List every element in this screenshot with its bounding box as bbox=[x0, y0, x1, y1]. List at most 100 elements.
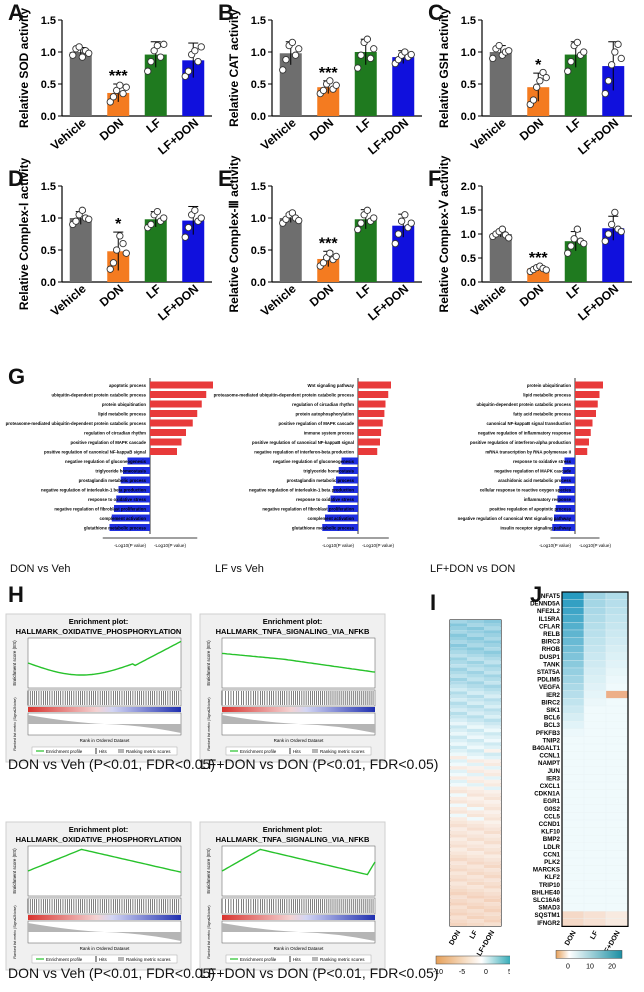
heatmap-cell bbox=[467, 677, 484, 682]
heatmap-cell bbox=[605, 804, 629, 813]
heatmap-cell bbox=[467, 620, 484, 624]
heatmap-cell bbox=[467, 654, 484, 658]
heatmap-cell bbox=[484, 677, 501, 682]
heatmap-cell bbox=[561, 637, 585, 646]
heatmap-cell bbox=[484, 684, 501, 688]
heatmap-cell bbox=[561, 819, 585, 828]
heatmap-cell bbox=[450, 756, 467, 760]
heatmap-cell bbox=[450, 820, 467, 824]
data-point bbox=[601, 89, 609, 98]
go-term-label: response to oxidative stress bbox=[513, 459, 572, 464]
heatmap-cell bbox=[467, 728, 484, 733]
legend-swatch-metric bbox=[118, 749, 124, 753]
heatmap-col-label: LF bbox=[589, 929, 600, 941]
go-bar bbox=[114, 505, 150, 512]
data-point bbox=[489, 54, 497, 63]
data-point bbox=[604, 230, 613, 238]
x-tick-label: LF bbox=[353, 116, 373, 136]
x-tick-label: LF+DON bbox=[365, 116, 411, 158]
heatmap-cell bbox=[605, 842, 629, 851]
heatmap-cell bbox=[484, 779, 501, 784]
heatmap-cell bbox=[583, 880, 607, 889]
heatmap-cell bbox=[467, 708, 484, 712]
heatmap-cell bbox=[484, 898, 501, 903]
y-tick-label: 2.0 bbox=[461, 181, 476, 193]
gene-label-g0s2: G0S2 bbox=[544, 806, 560, 813]
heatmap-cell bbox=[450, 895, 467, 899]
gsea-plot-title: Enrichment plot: bbox=[263, 617, 323, 626]
go-term-label: negative regulation of inflammatory resp… bbox=[478, 431, 572, 436]
data-point bbox=[147, 57, 155, 66]
gene-label-ccnd1: CCND1 bbox=[539, 821, 561, 828]
data-point bbox=[78, 206, 87, 214]
heatmap-cell bbox=[484, 810, 501, 814]
go-bar bbox=[358, 391, 389, 398]
y-tick-label: 1.0 bbox=[41, 213, 56, 225]
heatmap-cell bbox=[561, 599, 585, 608]
heatmap-cell bbox=[450, 919, 467, 923]
go-axis-pos-label: -Log10(P value) bbox=[154, 543, 186, 548]
data-point bbox=[150, 47, 158, 55]
heatmap-cell bbox=[583, 698, 607, 707]
y-axis-label: Relative Complex-Ⅴ activity bbox=[437, 155, 451, 312]
heatmap-cell bbox=[605, 713, 629, 722]
heatmap-cell bbox=[450, 694, 467, 699]
go-bar bbox=[575, 381, 603, 389]
heatmap-cell bbox=[561, 721, 585, 729]
data-point bbox=[116, 232, 124, 240]
bar-lf bbox=[354, 219, 377, 282]
heatmap-cell bbox=[484, 922, 501, 926]
heatmap-cell bbox=[484, 766, 501, 770]
panel-label-f: F bbox=[428, 166, 442, 191]
heatmap-cell bbox=[583, 850, 607, 859]
data-point bbox=[567, 242, 575, 250]
y-tick-label: 0.5 bbox=[461, 253, 476, 265]
heatmap-cell bbox=[583, 888, 607, 897]
heatmap-cell bbox=[450, 922, 467, 926]
legend-swatch-metric bbox=[312, 749, 318, 753]
heatmap-cell bbox=[484, 881, 501, 886]
heatmap-cell bbox=[605, 660, 629, 669]
heatmap-cell bbox=[450, 752, 467, 756]
data-point bbox=[505, 47, 513, 55]
data-point bbox=[144, 67, 152, 75]
x-tick-label: DON bbox=[307, 282, 336, 310]
heatmap-cell bbox=[605, 903, 629, 912]
bar-vehicle bbox=[279, 218, 302, 282]
heatmap-cell bbox=[450, 705, 467, 709]
panel-label-i: I bbox=[430, 590, 437, 615]
data-point bbox=[326, 77, 334, 85]
data-point bbox=[184, 67, 193, 75]
heatmap-cell bbox=[450, 827, 467, 831]
ranking-metric-area bbox=[28, 715, 181, 733]
go-axis-pos-label: -Log10(P value) bbox=[579, 543, 611, 548]
heatmap-cell bbox=[467, 793, 484, 797]
heatmap-cell bbox=[561, 804, 585, 813]
data-point bbox=[580, 239, 588, 248]
x-tick-label: DON bbox=[517, 116, 546, 144]
go-bar bbox=[575, 419, 593, 427]
enrichment-profile-line bbox=[27, 640, 182, 676]
data-point bbox=[326, 249, 334, 257]
hits-frame bbox=[221, 897, 376, 915]
gene-label-trip10: TRIP10 bbox=[539, 882, 561, 889]
gene-label-birc2: BIRC2 bbox=[541, 699, 560, 706]
go-term-label: glutathione metabolic process bbox=[84, 526, 147, 531]
heatmap-cell bbox=[561, 895, 585, 904]
data-point bbox=[69, 51, 77, 59]
go-bar bbox=[358, 410, 385, 417]
heatmap-cell bbox=[583, 895, 607, 904]
heatmap-cell bbox=[561, 880, 585, 889]
heatmap-cell bbox=[484, 643, 501, 648]
heatmap-cell bbox=[467, 837, 484, 841]
heatmap-cell bbox=[583, 591, 607, 600]
heatmap-cell bbox=[467, 912, 484, 916]
heatmap-cell bbox=[605, 705, 629, 714]
heatmap-cell bbox=[484, 745, 501, 750]
gsea-plot-title: Enrichment plot: bbox=[69, 617, 129, 626]
go-bar bbox=[561, 476, 575, 484]
heatmap-cell bbox=[484, 871, 501, 875]
go-bar bbox=[358, 381, 391, 389]
gene-label-bhlhe40: BHLHE40 bbox=[532, 889, 561, 896]
heatmap-cell bbox=[484, 630, 501, 634]
